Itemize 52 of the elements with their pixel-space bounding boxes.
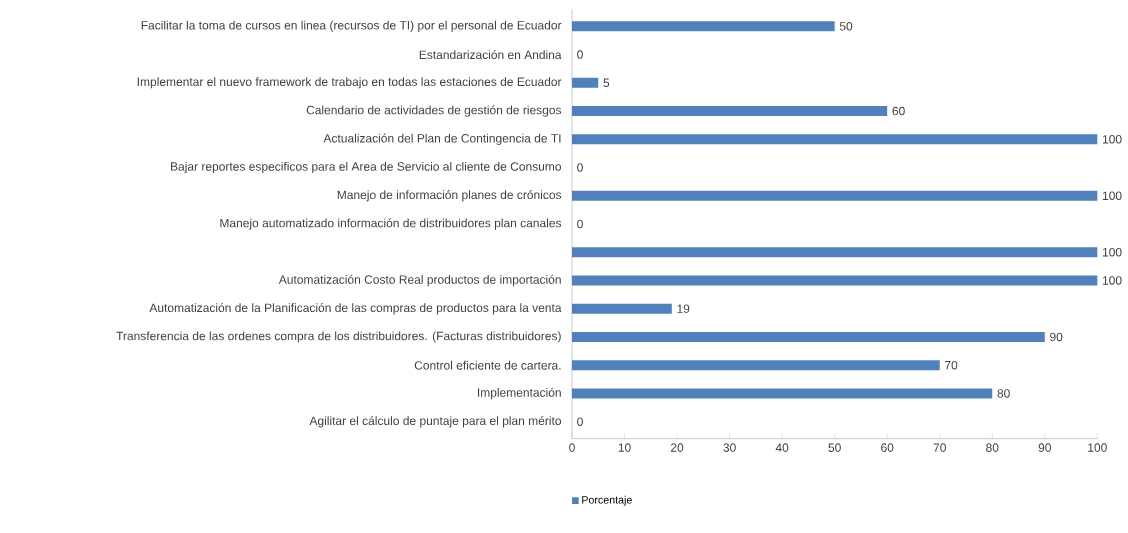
data-label: 60	[892, 106, 905, 116]
bar	[572, 105, 888, 116]
bar	[572, 303, 672, 314]
x-tick-label: 20	[670, 443, 684, 452]
y-tick-label: Manejo de información planes de crónicos	[337, 189, 562, 202]
bar	[572, 360, 940, 371]
data-label: 70	[945, 360, 958, 370]
x-tick-label: 80	[986, 443, 999, 452]
y-tick-label: Transferencia de las ordenes compra de los distribuidores. (Facturas distribuidores)	[116, 331, 561, 343]
y-tick-label: Automatización Costo Real productos de importación	[278, 274, 561, 286]
x-tick-label: 70	[933, 443, 946, 452]
legend-label: Porcentaje	[582, 495, 632, 506]
y-tick-label: Control eficiente de cartera.	[414, 360, 561, 370]
y-tick-label: Facilitar la toma de cursos en linea (recursos de TI) por el personal de Ecuador	[141, 20, 562, 32]
bar	[572, 21, 835, 32]
data-label: 5	[603, 78, 610, 87]
x-tick-label: 0	[569, 443, 575, 452]
y-tick-label: Automatización de la Planificación de las compras de productos para la venta	[149, 302, 562, 315]
data-label: 90	[1050, 332, 1063, 342]
bar	[572, 247, 1098, 258]
y-tick-label: Calendario de actividades de gestión de riesgos	[306, 105, 562, 117]
data-label: 100	[1102, 247, 1122, 257]
y-tick-label: Implementación	[477, 387, 561, 399]
bar	[572, 77, 599, 88]
data-label: 0	[577, 219, 583, 229]
x-tick-label: 30	[723, 443, 736, 452]
data-label: 0	[577, 163, 583, 172]
y-tick-label: Implementar el nuevo framework de trabajo en todas las estaciones de Ecuador	[137, 77, 562, 89]
data-label: 100	[1102, 134, 1122, 144]
bar	[572, 331, 1045, 342]
x-tick-label: 100	[1088, 443, 1107, 452]
x-tick-label: 40	[775, 443, 789, 452]
data-label: 0	[577, 417, 583, 426]
bar	[572, 134, 1098, 145]
x-tick-label: 60	[881, 443, 894, 452]
data-label: 80	[997, 389, 1010, 398]
bar	[572, 388, 993, 399]
y-tick-label: Agilitar el cálculo de puntaje para el plan mérito	[309, 415, 562, 428]
data-label: 100	[1102, 191, 1122, 200]
bar	[572, 275, 1098, 286]
x-tick-label: 90	[1038, 443, 1051, 452]
y-tick-label: Bajar reportes especificos para el Area de Servicio al cliente de Consumo	[171, 161, 562, 173]
data-label: 50	[839, 21, 853, 31]
x-tick-label: 50	[828, 443, 841, 452]
data-label: 0	[577, 50, 583, 59]
bar	[572, 190, 1098, 201]
data-label: 19	[677, 304, 690, 313]
y-tick-label: Estandarización en Andina	[419, 49, 562, 59]
y-tick-label: Manejo automatizado información de distribuidores plan canales	[220, 218, 562, 230]
y-tick-label: Actualización del Plan de Contingencia de TI	[323, 133, 561, 145]
x-tick-label: 10	[618, 443, 631, 452]
data-label: 100	[1102, 276, 1122, 285]
